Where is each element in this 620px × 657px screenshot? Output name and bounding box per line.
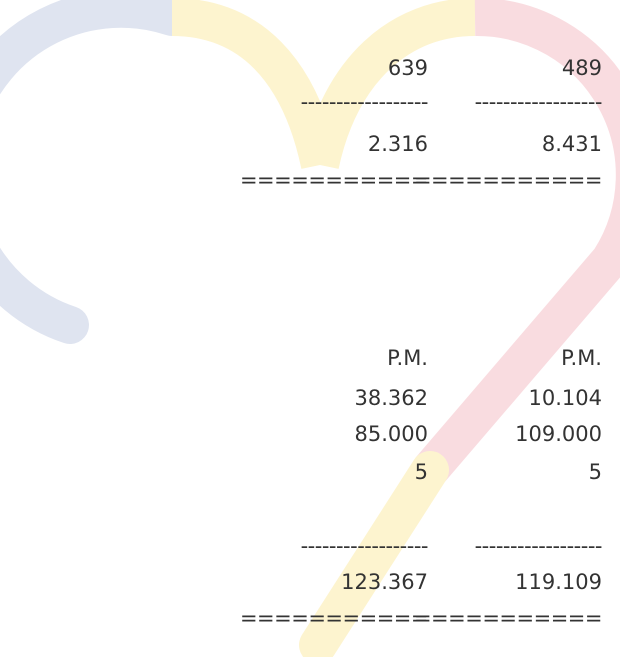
amount: 109.000 [515, 420, 602, 448]
separator: =========== [414, 604, 602, 632]
heart-left [0, 9, 172, 325]
amount: 2.316 [368, 130, 428, 158]
amount: 639 [388, 54, 428, 82]
separator: =========== [240, 604, 428, 632]
amount: 38.362 [355, 384, 428, 412]
amount: 85.000 [355, 420, 428, 448]
amount: 123.367 [341, 568, 428, 596]
page: {"table": {"rows": [ ["639", "489"], ["-… [0, 0, 620, 657]
separator: =========== [414, 166, 602, 194]
heart-top-left [172, 17, 320, 165]
amount: P.M. [387, 344, 428, 372]
separator: ------------------ [475, 88, 602, 116]
amount: 119.109 [515, 568, 602, 596]
amount: 489 [562, 54, 602, 82]
amount: 10.104 [529, 384, 602, 412]
separator: ------------------ [475, 532, 602, 560]
amount: 8.431 [542, 130, 602, 158]
amount: P.M. [561, 344, 602, 372]
separator: ------------------ [301, 532, 428, 560]
amount: 5 [589, 458, 602, 486]
amount: 5 [415, 458, 428, 486]
separator: =========== [240, 166, 428, 194]
separator: ------------------ [301, 88, 428, 116]
